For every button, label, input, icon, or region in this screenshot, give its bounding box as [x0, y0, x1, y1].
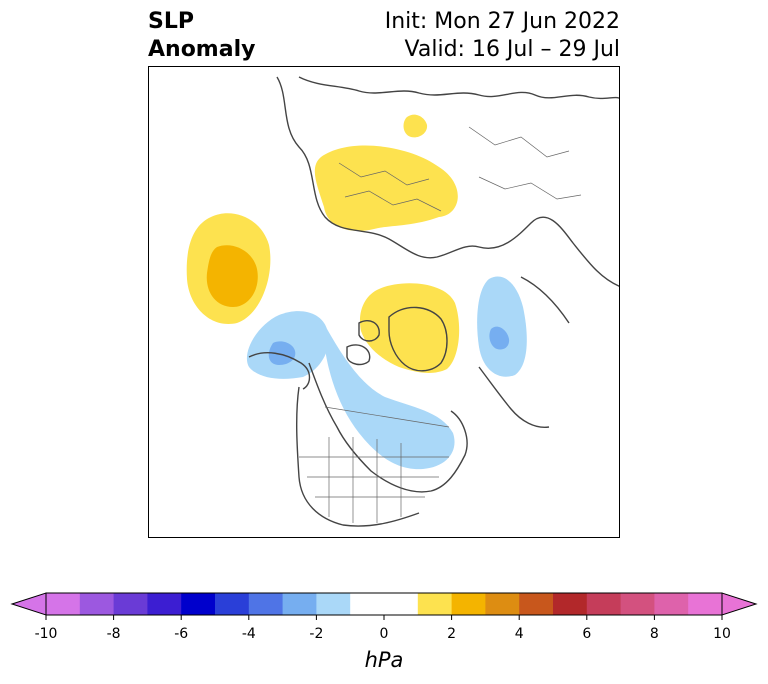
colorbar-tick-label: 4 — [514, 626, 524, 642]
colorbar-bin — [113, 593, 148, 615]
anomaly-siberia-negative-inner — [489, 326, 510, 350]
colorbar-unit: hPa — [364, 648, 404, 672]
anomaly-scandinavia-positive — [403, 114, 428, 138]
title-line-2: Anomaly — [148, 37, 256, 62]
anomaly-europe-positive — [314, 145, 458, 231]
colorbar-bin — [654, 593, 689, 615]
colorbar-extend-high — [721, 592, 758, 616]
init-date: Init: Mon 27 Jun 2022 — [384, 9, 620, 34]
colorbar-tick-label: 8 — [649, 626, 659, 642]
colorbar-tick-label: -8 — [106, 626, 121, 642]
title-line-1: SLP — [148, 9, 194, 34]
colorbar-bin — [519, 593, 554, 615]
colorbar-tick-label: -10 — [34, 626, 58, 642]
colorbar-tick-label: -2 — [309, 626, 324, 642]
coastlines — [248, 76, 619, 527]
anomaly-alaska-negative-inner — [268, 341, 296, 365]
colorbar-bin — [316, 593, 351, 615]
colorbar-bar — [10, 592, 758, 620]
anomaly-greenland-positive — [359, 283, 460, 373]
polar-map — [186, 76, 619, 527]
colorbar-bin — [147, 593, 182, 615]
map-title: SLP Anomaly — [148, 8, 255, 64]
anomaly-canada-negative — [324, 329, 455, 470]
anomaly-siberia-negative-outer — [477, 276, 527, 377]
anomaly-shading — [186, 114, 527, 470]
colorbar-bin — [417, 593, 453, 615]
colorbar-bin — [350, 593, 385, 615]
colorbar-bin — [586, 593, 622, 615]
colorbar-bin — [46, 593, 81, 615]
colorbar-bin — [79, 593, 115, 615]
colorbar-tick-label: 0 — [379, 626, 389, 642]
colorbar-bin — [282, 593, 317, 615]
forecast-dates: Init: Mon 27 Jun 2022 Valid: 16 Jul – 29… — [385, 8, 620, 64]
colorbar-bin — [485, 593, 520, 615]
colorbar-bin — [384, 593, 419, 615]
colorbar-tick-label: -4 — [241, 626, 256, 642]
colorbar: -10 -8 -6 -4 -2 0 2 4 6 8 10 hPa — [0, 588, 768, 684]
political-borders — [299, 126, 582, 523]
colorbar-tick-label: 6 — [582, 626, 592, 642]
colorbar-tick-label: 2 — [447, 626, 457, 642]
colorbar-extend-low — [10, 592, 47, 616]
colorbar-bin — [215, 593, 250, 615]
colorbar-tick-label: -6 — [174, 626, 189, 642]
colorbar-bin — [553, 593, 588, 615]
colorbar-bin — [688, 593, 723, 615]
north-america-coast — [308, 362, 468, 493]
valid-dates: Valid: 16 Jul – 29 Jul — [404, 37, 620, 62]
map-panel — [148, 66, 620, 538]
colorbar-tick-label: 10 — [713, 626, 731, 642]
colorbar-bin — [620, 593, 655, 615]
colorbar-bin — [181, 593, 216, 615]
greenland-coast — [388, 306, 448, 372]
colorbar-bin — [451, 593, 486, 615]
colorbar-bin — [248, 593, 284, 615]
anomaly-pacific-positive-inner — [206, 245, 258, 307]
